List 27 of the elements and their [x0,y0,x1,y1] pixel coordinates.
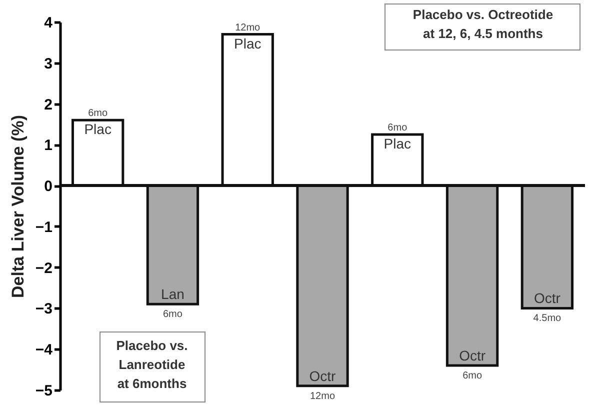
y-tick-label: 2 [44,96,52,114]
annotation: 4.5mo [533,313,562,324]
y-tick-label: −4 [35,342,54,359]
y-tick-label: −2 [35,260,52,277]
annotation: 12mo [235,22,261,34]
y-tick-label: −3 [35,300,52,318]
annotation: 6mo [88,108,108,120]
annotation: 6mo [388,122,408,134]
annotation: 12mo [310,390,336,402]
y-tick-label: 3 [44,55,52,72]
y-tick-label: 4 [44,14,54,32]
annotation: Placebo vs. Octreotide at 12, 6, 4.5 months [412,7,554,41]
annotation: Placebo vs. Lanreotide at 6months [116,338,188,391]
annotation: Plac [384,135,412,152]
annotation: Plac [84,121,112,138]
annotation: Lan [161,286,184,302]
annotation: 6mo [462,370,482,382]
annotation: Octr [459,347,486,364]
y-tick-label: 0 [44,178,52,196]
y-tick-label: −5 [35,382,52,400]
y-tick-label: −1 [35,218,52,236]
y-tick-label: 1 [44,137,52,154]
annotation: Octr [534,290,561,306]
y-axis-title: Delta Liver Volume (%) [8,115,28,298]
annotation: Plac [234,35,262,52]
annotation: 6mo [162,309,183,320]
annotation: Octr [309,368,336,384]
